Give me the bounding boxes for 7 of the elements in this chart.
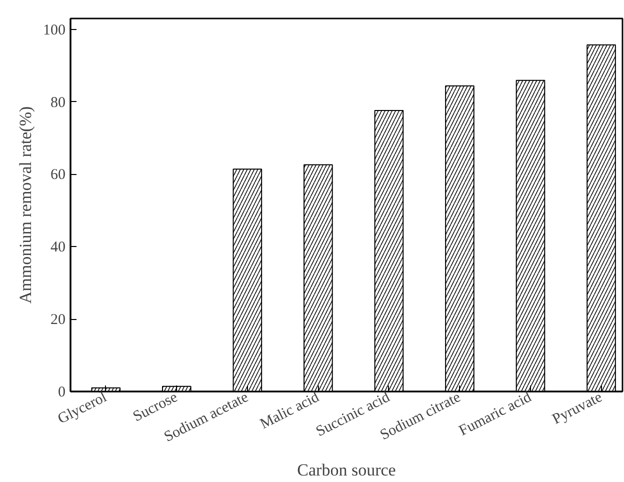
x-axis-title: Carbon source [297, 460, 396, 480]
y-tick-label: 60 [50, 167, 66, 184]
y-tick-label: 80 [50, 94, 66, 111]
y-axis-title: Ammonium removal rate(%) [16, 106, 35, 304]
y-tick-label: 100 [43, 22, 66, 38]
y-tick-label: 20 [50, 312, 66, 328]
y-tick-label: 40 [50, 240, 66, 256]
